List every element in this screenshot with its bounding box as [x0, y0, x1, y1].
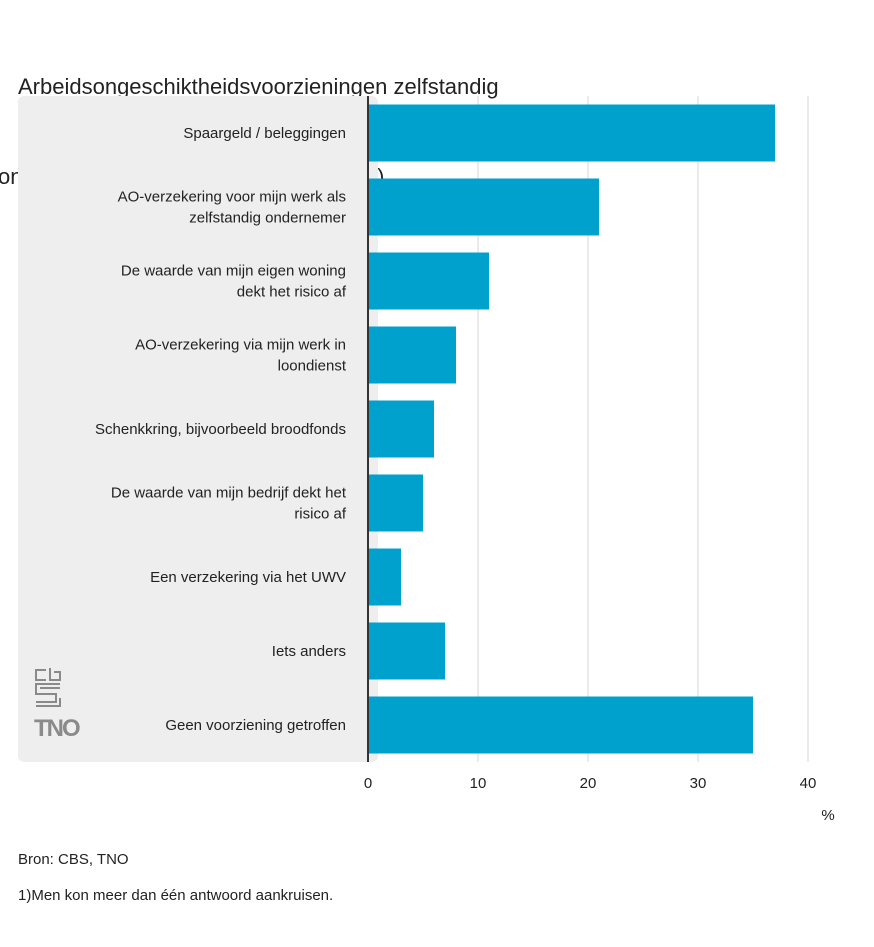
bar [368, 548, 401, 606]
category-label: loondienst [278, 358, 347, 375]
category-label: De waarde van mijn bedrijf dekt het [111, 485, 347, 502]
x-tick-label: 10 [470, 775, 487, 792]
category-label: AO-verzekering via mijn werk in [135, 337, 346, 354]
bar [368, 622, 445, 680]
bar [368, 104, 775, 162]
title-line-1: Arbeidsongeschiktheidsvoorzieningen zelf… [18, 74, 499, 99]
category-label: dekt het risico af [237, 284, 347, 301]
footnote: 1)Men kon meer dan één antwoord aankruis… [18, 887, 334, 904]
bar [368, 474, 423, 532]
category-label: risico af [294, 506, 347, 523]
category-label: Geen voorziening getroffen [165, 717, 346, 734]
category-label: De waarde van mijn eigen woning [121, 263, 346, 280]
tno-logo: TNO [34, 715, 81, 742]
category-label: zelfstandig ondernemer [189, 210, 346, 227]
bar [368, 252, 489, 310]
bar [368, 326, 456, 384]
category-label: Spaargeld / beleggingen [183, 125, 346, 142]
category-label: AO-verzekering voor mijn werk als [118, 189, 346, 206]
x-tick-label: 40 [800, 775, 817, 792]
bar [368, 696, 753, 754]
x-axis-label: % [821, 807, 834, 824]
category-label: Iets anders [272, 643, 346, 660]
bar [368, 400, 434, 458]
bar [368, 178, 599, 236]
category-label: Schenkkring, bijvoorbeeld broodfonds [95, 421, 346, 438]
x-tick-label: 20 [580, 775, 597, 792]
category-label: Een verzekering via het UWV [150, 569, 346, 586]
x-tick-label: 30 [690, 775, 707, 792]
source-note: Bron: CBS, TNO [18, 851, 129, 868]
label-panel [18, 96, 378, 762]
x-tick-label: 0 [364, 775, 372, 792]
